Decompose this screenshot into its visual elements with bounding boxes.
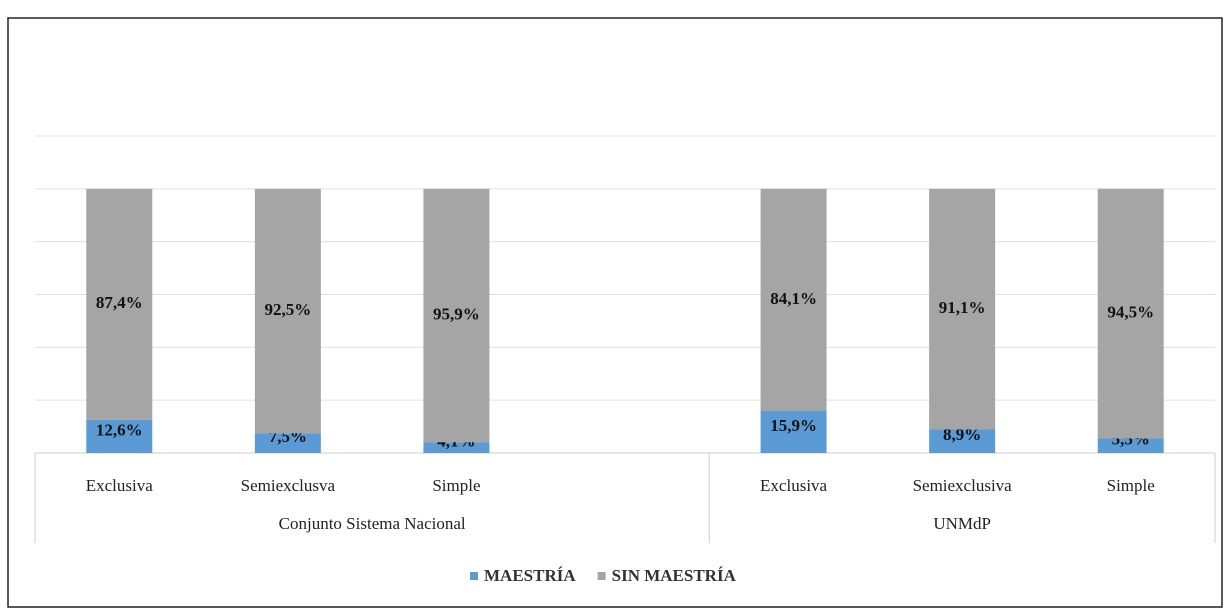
legend-swatch bbox=[597, 572, 606, 580]
frame bbox=[7, 17, 1223, 608]
x-tick-label: Exclusiva bbox=[760, 476, 827, 495]
legend-swatch bbox=[470, 572, 478, 580]
data-label: 8,9% bbox=[943, 425, 981, 444]
bar-segment bbox=[929, 188, 996, 430]
bar-segment bbox=[423, 442, 490, 453]
bar-segment bbox=[760, 188, 827, 411]
x-tick-label: Exclusiva bbox=[86, 476, 153, 495]
x-tick-label: Simple bbox=[432, 476, 480, 495]
bar-segment bbox=[760, 410, 827, 453]
legend-label: SIN MAESTRÍA bbox=[612, 566, 737, 585]
data-label: 92,5% bbox=[264, 300, 311, 319]
data-label: 12,6% bbox=[96, 420, 143, 439]
bar-segment bbox=[86, 188, 153, 420]
bar-segment bbox=[929, 429, 996, 453]
group-label: UNMdP bbox=[933, 514, 991, 533]
bar-segment bbox=[1097, 438, 1164, 453]
group-label: Conjunto Sistema Nacional bbox=[279, 514, 466, 533]
data-label: 95,9% bbox=[433, 304, 480, 323]
data-label: 91,1% bbox=[939, 298, 986, 317]
bar-segment bbox=[254, 188, 321, 434]
x-tick-label: Simple bbox=[1107, 476, 1155, 495]
bar-segment bbox=[1097, 188, 1164, 439]
data-label: 87,4% bbox=[96, 293, 143, 312]
data-label: 15,9% bbox=[770, 416, 817, 435]
data-label: 94,5% bbox=[1107, 303, 1154, 322]
bar-segment bbox=[254, 433, 321, 453]
legend-label: MAESTRÍA bbox=[484, 566, 576, 585]
bar-segment bbox=[423, 188, 490, 443]
x-tick-label: Semiexclusiva bbox=[913, 476, 1013, 495]
data-label: 84,1% bbox=[770, 289, 817, 308]
x-tick-label: Semiexclusva bbox=[241, 476, 336, 495]
bar-segment bbox=[86, 419, 153, 453]
